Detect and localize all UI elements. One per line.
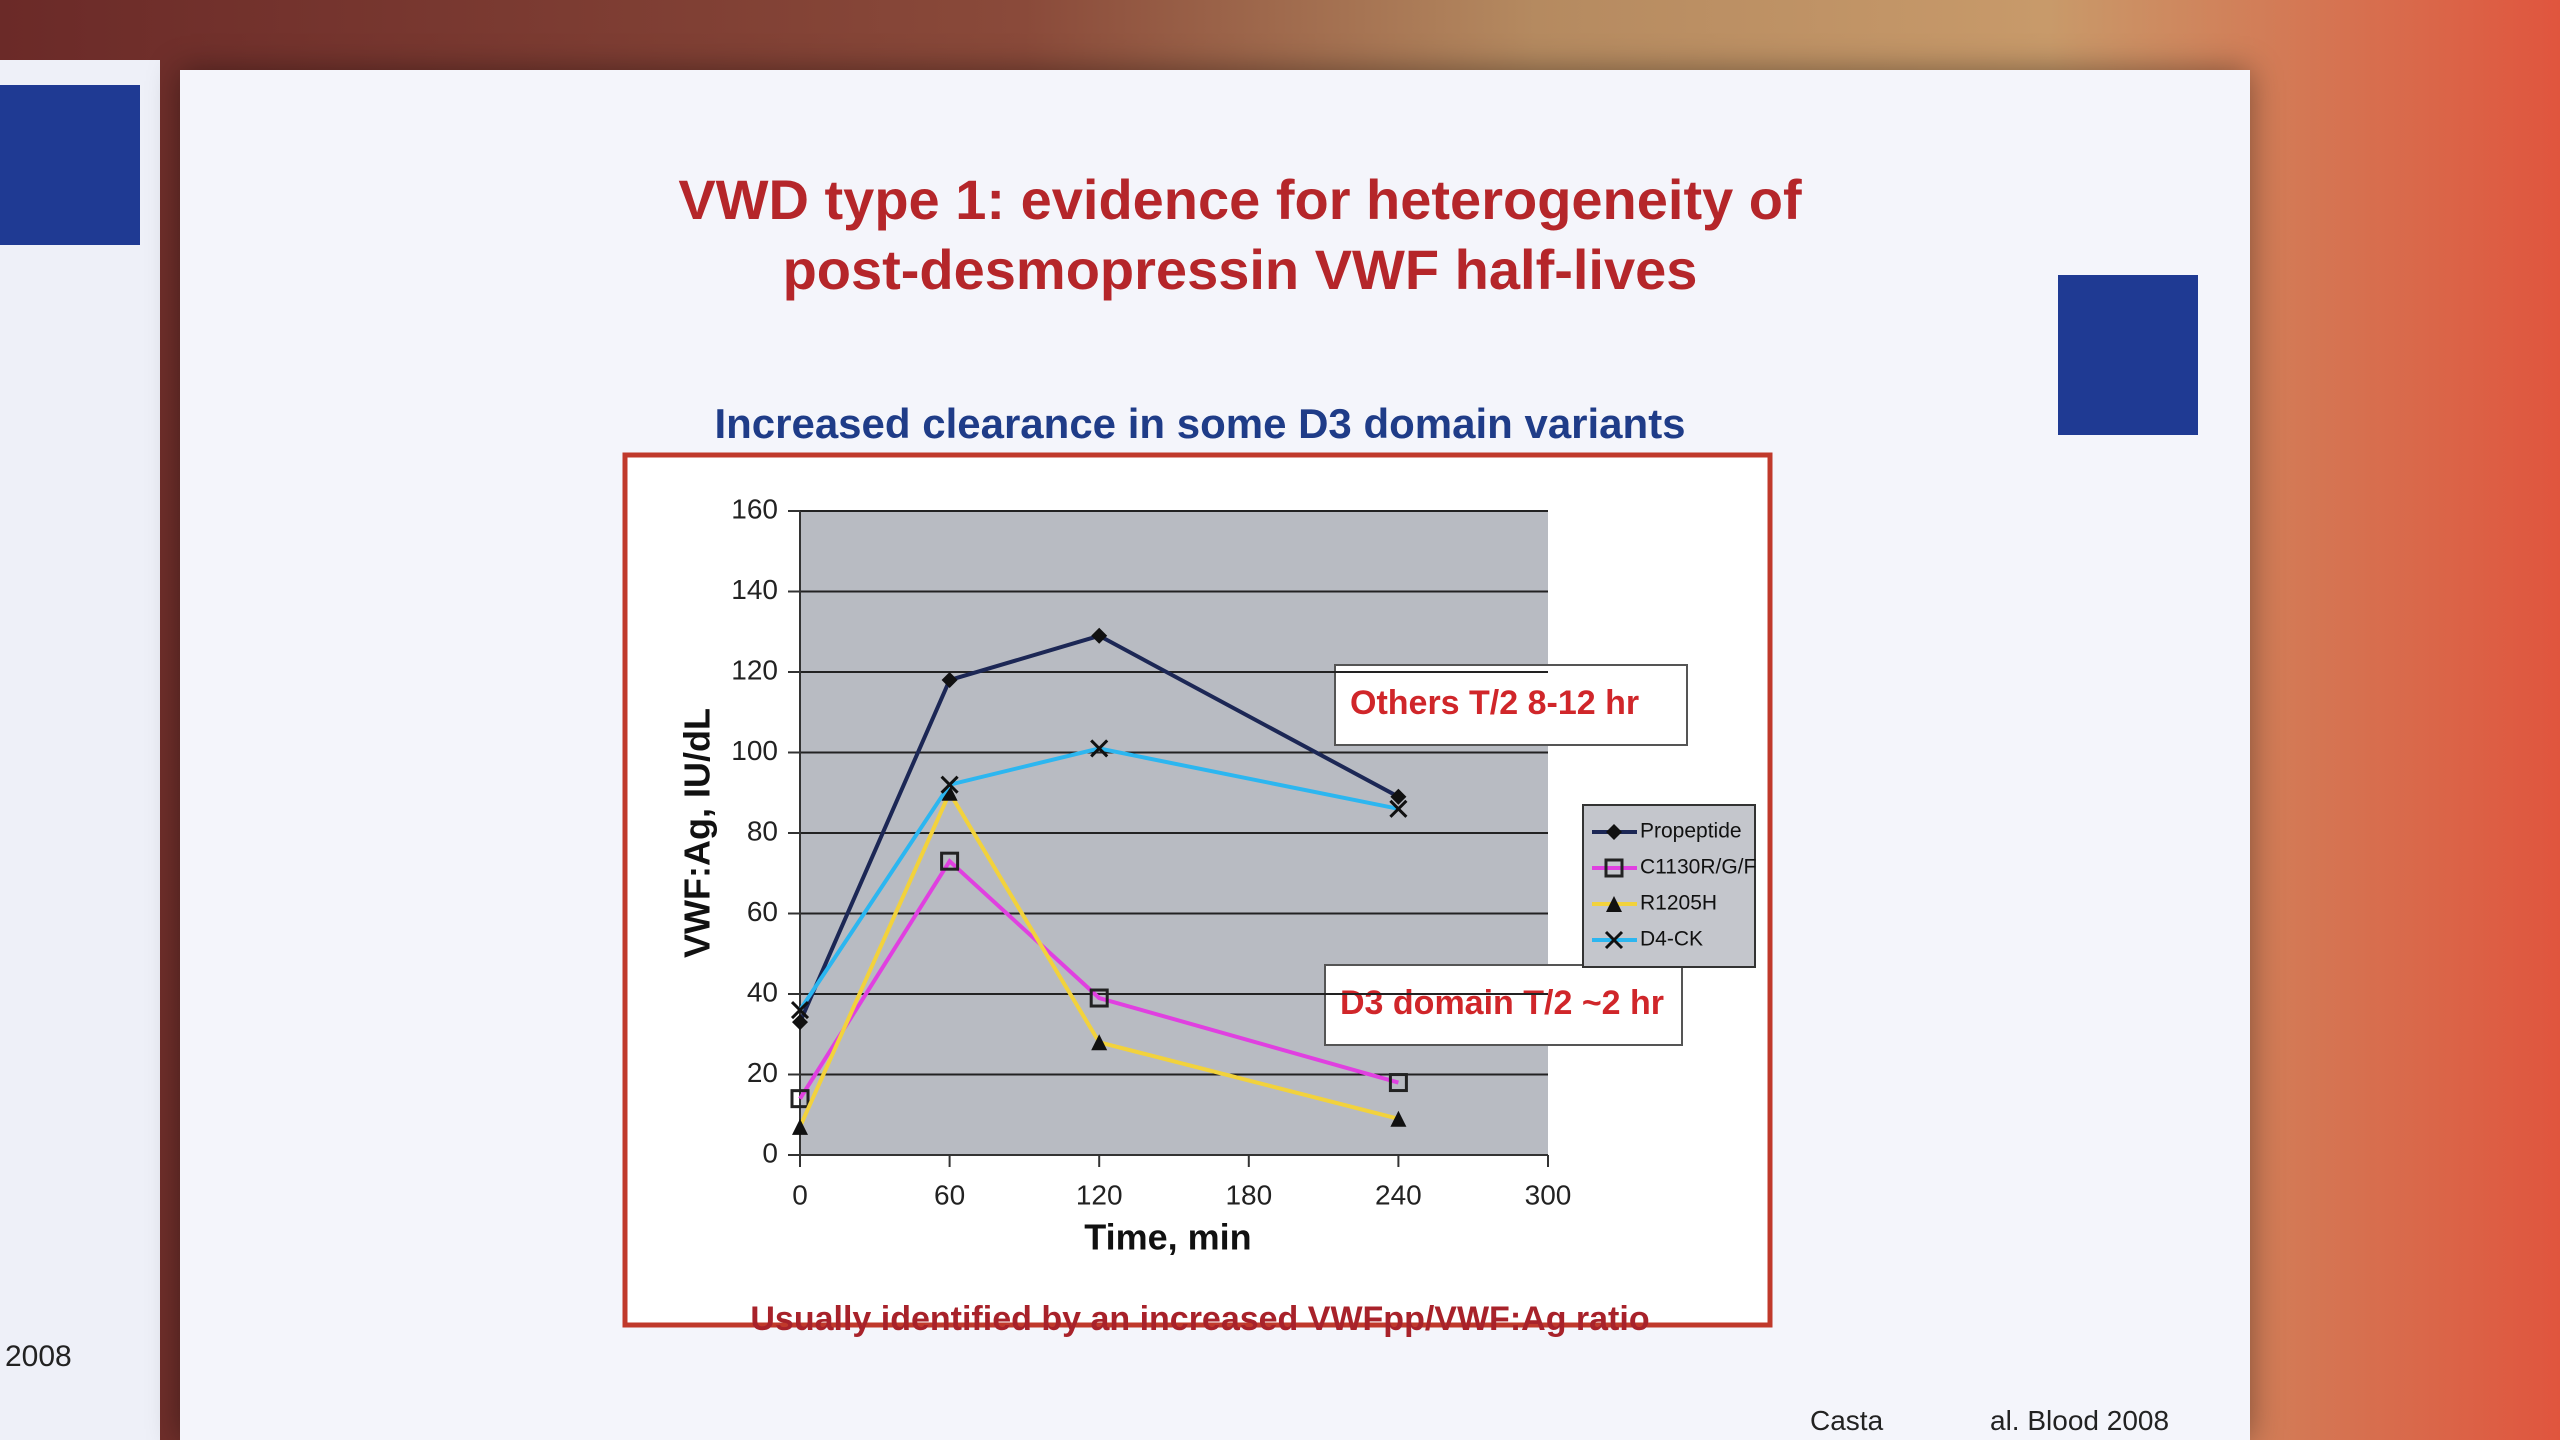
x-tick-label: 240 (1375, 1179, 1422, 1210)
marker (1389, 799, 1408, 818)
marker (790, 1089, 810, 1109)
footnote: Usually identified by an increased VWFpp… (750, 1300, 1650, 1338)
subtitle: Increased clearance in some D3 domain va… (714, 400, 1686, 447)
legend-label: C1130R/G/F (1640, 856, 1756, 879)
legend-label: D4-CK (1640, 928, 1703, 951)
side-slide (0, 60, 160, 1440)
y-tick-label: 0 (762, 1137, 778, 1168)
series-line (798, 633, 1400, 1023)
x-axis-label: Time, min (1084, 1217, 1251, 1258)
x-tick-label: 0 (792, 1179, 808, 1210)
legend-marker (1606, 896, 1622, 912)
series-line (798, 858, 1399, 1100)
legend-marker (1606, 824, 1622, 840)
marker (790, 1001, 810, 1020)
legend-label: R1205H (1640, 892, 1717, 915)
marker (1091, 627, 1108, 644)
side-slide-text: 2008 (5, 1340, 72, 1373)
annotation-box (1324, 964, 1683, 1046)
x-tick-label: 120 (1076, 1179, 1123, 1210)
y-axis-label: VWF:Ag, IU/dL (677, 708, 718, 958)
y-tick-label: 40 (747, 976, 778, 1007)
marker (1091, 1034, 1108, 1051)
marker (1089, 988, 1109, 1008)
annotation: Others T/2 8-12 hr (1350, 684, 1639, 722)
logo (0, 85, 140, 245)
x-tick-label: 300 (1525, 1179, 1572, 1210)
logo (2058, 275, 2198, 435)
legend-label: Propeptide (1640, 820, 1742, 843)
series-line (798, 788, 1399, 1128)
marker (941, 672, 958, 689)
y-tick-label: 60 (747, 896, 778, 927)
y-tick-label: 120 (731, 654, 778, 685)
marker (792, 1118, 808, 1135)
x-tick-label: 60 (934, 1179, 965, 1210)
slide-title: VWD type 1: evidence for heterogeneity o… (678, 168, 1802, 301)
x-tick-label: 180 (1225, 1179, 1272, 1210)
source: Casta (1810, 1405, 1884, 1436)
marker (941, 784, 958, 801)
marker (1390, 788, 1407, 805)
legend-marker (1604, 858, 1624, 878)
marker (1388, 1073, 1408, 1093)
marker (940, 775, 959, 794)
annotation: D3 domain T/2 ~2 hr (1340, 984, 1664, 1022)
y-tick-label: 160 (731, 493, 778, 524)
marker (1390, 1110, 1407, 1127)
marker (1090, 739, 1109, 758)
y-tick-label: 20 (747, 1057, 778, 1088)
series-line (798, 746, 1399, 1012)
source: al. Blood 2008 (1990, 1405, 2170, 1436)
y-tick-label: 140 (731, 574, 778, 605)
legend-marker (1604, 930, 1624, 950)
y-tick-label: 100 (731, 735, 778, 766)
y-tick-label: 80 (747, 815, 778, 846)
marker (940, 851, 960, 871)
annotation-box (1334, 664, 1688, 746)
marker (792, 1014, 808, 1031)
